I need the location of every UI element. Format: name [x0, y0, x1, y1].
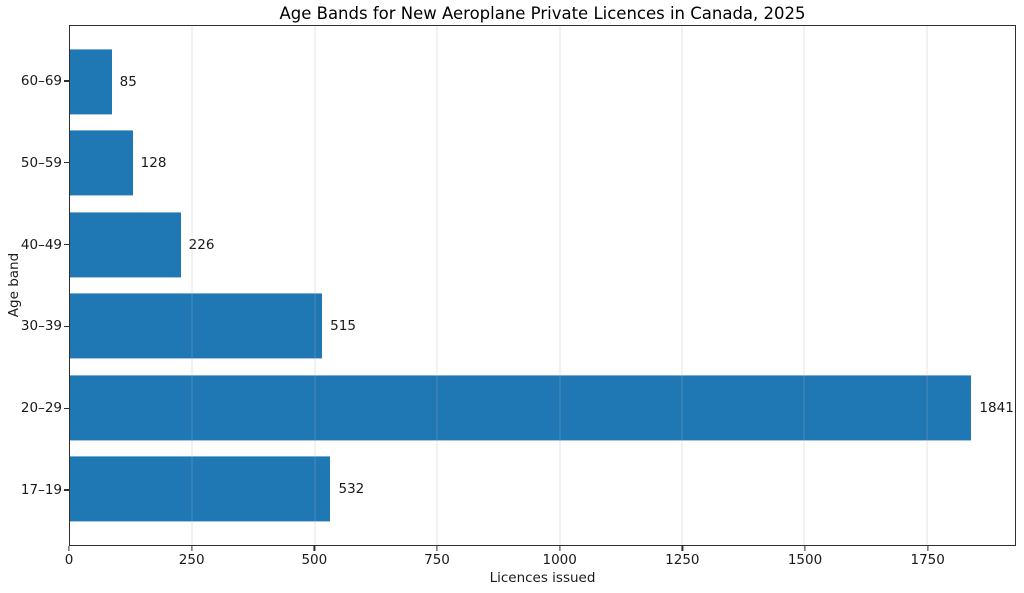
bar-rows: 85 128 226 515 1841 532: [70, 26, 1015, 545]
value-label: 226: [188, 236, 215, 253]
bar-row: 128: [70, 123, 1015, 205]
x-tick-mark: [313, 546, 315, 551]
bar: [70, 293, 323, 359]
y-tick-label: 20–29: [20, 400, 62, 417]
chart-title: Age Bands for New Aeroplane Private Lice…: [279, 4, 806, 23]
x-tick-label: 1500: [787, 552, 823, 568]
x-tick-mark: [681, 546, 683, 551]
x-tick-mark: [927, 546, 929, 551]
y-tick-labels: 60–69 50–59 40–49 30–39 20–29 17–19: [0, 25, 62, 546]
value-label: 515: [330, 318, 356, 335]
x-tick-label: 250: [178, 552, 205, 568]
bar: [70, 212, 181, 278]
value-label: 128: [140, 155, 167, 172]
x-tick-label: 1250: [665, 552, 700, 568]
y-tick-mark: [64, 243, 69, 246]
x-tick-mark: [68, 546, 70, 551]
bar-row: 226: [70, 204, 1015, 286]
bar-row: 532: [70, 449, 1015, 531]
bar: [70, 130, 133, 196]
y-tick-mark: [64, 407, 69, 409]
x-tick-mark: [191, 546, 193, 551]
x-tick-label: 500: [301, 552, 328, 568]
y-tick-row: [64, 122, 69, 204]
y-tick-row: [64, 367, 69, 449]
x-axis-label: Licences issued: [489, 570, 596, 586]
bar-row: 85: [70, 41, 1015, 123]
x-tick-mark: [804, 546, 806, 551]
y-tick-row: [64, 40, 69, 122]
value-label: 1841: [979, 399, 1014, 416]
bar: [70, 49, 112, 115]
y-tick-label: 50–59: [20, 154, 62, 171]
y-tick-row: [64, 449, 69, 531]
x-tick-labels: 0 250 500 750 1000 1250 1500 1750: [65, 552, 1016, 568]
y-tick-row: [64, 285, 69, 367]
x-tick-mark: [436, 546, 438, 551]
y-tick-label: 40–49: [20, 236, 62, 253]
bar: [70, 375, 972, 441]
value-label: 85: [119, 73, 137, 90]
y-tick-mark: [64, 162, 69, 164]
y-tick-mark: [64, 325, 69, 327]
y-tick-label: 30–39: [20, 318, 62, 335]
value-label: 532: [338, 481, 365, 498]
y-tick-row: [64, 204, 69, 286]
bar: [70, 456, 331, 522]
y-tick-mark: [64, 80, 69, 82]
plot-area: 85 128 226 515 1841 532: [69, 25, 1016, 546]
x-tick-mark: [559, 546, 561, 551]
x-tick-marks: [68, 546, 1016, 552]
x-tick-label: 0: [64, 552, 74, 568]
x-tick-label: 750: [424, 552, 450, 568]
x-tick-label: 1750: [910, 552, 945, 568]
bar-row: 515: [70, 286, 1015, 368]
y-tick-label: 60–69: [20, 72, 62, 89]
y-tick-marks: [64, 25, 69, 546]
x-tick-label: 1000: [542, 552, 577, 568]
bar-row: 1841: [70, 367, 1015, 449]
y-tick-mark: [64, 489, 69, 491]
y-tick-label: 17–19: [20, 482, 62, 499]
